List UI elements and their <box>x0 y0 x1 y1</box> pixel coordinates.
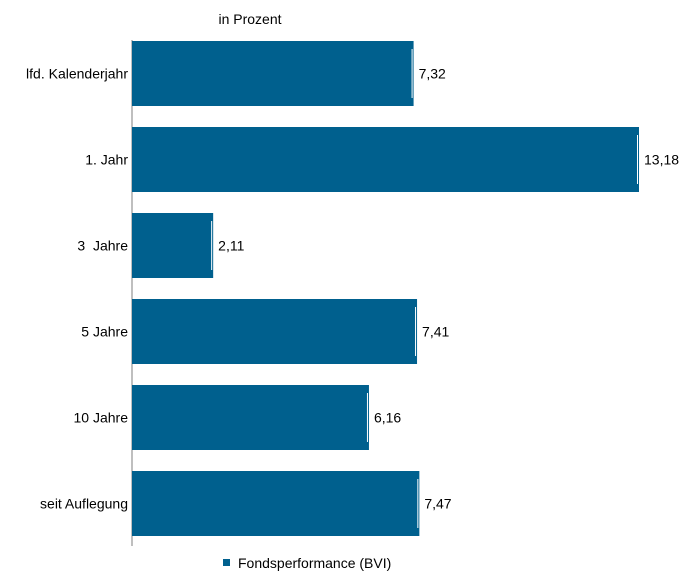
category-label: 5 Jahre <box>81 324 128 340</box>
value-label: 7,41 <box>422 324 449 340</box>
bars-layer: lfd. Kalenderjahr 7,32 1. Jahr 13,18 3 Jahre… <box>26 41 679 536</box>
bar <box>132 127 639 192</box>
bar <box>132 471 420 536</box>
category-label: 1. Jahr <box>85 152 128 168</box>
bar <box>132 299 418 364</box>
value-label: 7,47 <box>424 496 451 512</box>
category-label: 3 Jahre <box>77 238 128 254</box>
legend: Fondsperformance (BVI) <box>223 555 391 571</box>
value-label: 6,16 <box>374 410 401 426</box>
category-label: 10 Jahre <box>74 410 129 426</box>
value-label: 2,11 <box>218 238 244 254</box>
legend-swatch <box>223 559 230 566</box>
value-label: 13,18 <box>644 152 679 168</box>
unit-label: in Prozent <box>218 11 281 27</box>
category-label: lfd. Kalenderjahr <box>26 66 128 82</box>
bar <box>132 385 369 450</box>
legend-label: Fondsperformance (BVI) <box>238 555 391 571</box>
bar <box>132 41 414 106</box>
category-label: seit Auflegung <box>40 496 128 512</box>
bar <box>132 213 214 278</box>
value-label: 7,32 <box>419 66 446 82</box>
